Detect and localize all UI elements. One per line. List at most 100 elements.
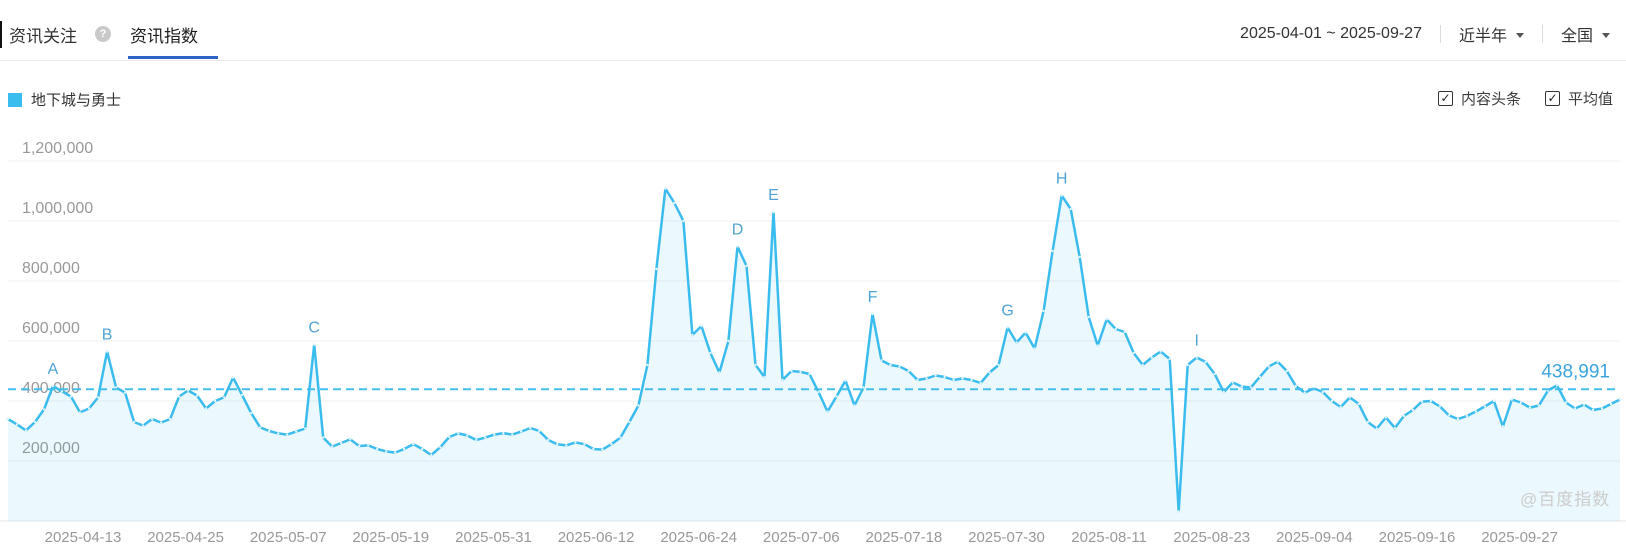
data-point	[1168, 357, 1171, 361]
data-point	[997, 363, 1000, 367]
data-point	[718, 371, 721, 374]
data-point	[6, 417, 10, 421]
period-select[interactable]: 近半年	[1459, 22, 1524, 46]
help-icon[interactable]: ?	[95, 26, 111, 42]
y-axis-tick-label: 200,000	[22, 440, 80, 457]
trend-line[interactable]	[6, 187, 1622, 513]
data-point	[412, 443, 415, 446]
data-point	[1429, 399, 1433, 403]
data-point	[691, 333, 694, 337]
checkbox-checked-icon[interactable]: ✓	[1437, 91, 1453, 106]
data-point	[736, 245, 739, 248]
data-point	[259, 426, 262, 429]
data-point	[1204, 360, 1207, 364]
x-axis-tick-label: 2025-09-04	[1276, 529, 1353, 546]
data-point	[340, 441, 343, 445]
data-point	[835, 395, 838, 398]
data-point	[1024, 331, 1027, 334]
average-label: 平均值	[1567, 91, 1613, 108]
data-point	[934, 374, 937, 377]
data-point	[871, 312, 874, 316]
data-point	[1537, 404, 1541, 407]
data-point	[1015, 341, 1018, 344]
x-axis-tick-label: 2025-05-07	[250, 529, 327, 546]
data-point	[1159, 350, 1162, 353]
news-headline-toggle[interactable]: ✓ 内容头条	[1437, 88, 1521, 109]
data-point	[1231, 381, 1235, 384]
data-point	[286, 433, 289, 436]
data-point	[556, 443, 559, 446]
period-select-value: 近半年	[1458, 28, 1507, 45]
data-point	[1150, 356, 1153, 359]
data-point	[610, 443, 613, 446]
data-point	[1078, 255, 1081, 259]
data-point	[177, 395, 181, 398]
data-point	[376, 447, 379, 451]
data-point	[547, 438, 550, 442]
x-axis-tick-label: 2025-08-11	[1071, 529, 1147, 546]
legend-item[interactable]: 地下城与勇士	[8, 89, 121, 110]
y-axis-tick-label: 1,000,000	[22, 200, 93, 217]
data-point	[1141, 363, 1144, 367]
data-point	[1600, 407, 1604, 410]
data-point	[484, 436, 487, 439]
checkbox-checked-icon[interactable]: ✓	[1544, 91, 1560, 106]
data-point	[1618, 398, 1622, 401]
x-axis-tick-label: 2025-08-23	[1173, 529, 1250, 546]
x-axis-tick-label: 2025-07-06	[763, 529, 840, 546]
data-point	[15, 423, 19, 426]
data-point	[385, 450, 388, 453]
data-point	[1006, 326, 1009, 329]
y-axis-tick-label: 800,000	[22, 260, 80, 277]
data-point	[898, 365, 901, 368]
data-point	[1375, 427, 1379, 430]
data-point	[141, 424, 145, 427]
data-point	[1267, 365, 1271, 368]
data-point	[1330, 399, 1334, 403]
data-point	[1564, 401, 1568, 404]
data-point	[1411, 408, 1415, 412]
header-controls: 2025-04-01 ~ 2025-09-27 近半年 全国	[1240, 22, 1610, 46]
region-select[interactable]: 全国	[1561, 22, 1610, 46]
date-range[interactable]: 2025-04-01 ~ 2025-09-27	[1240, 25, 1422, 42]
tab-news-index[interactable]: 资讯指数	[130, 27, 198, 46]
peak-label-G: G	[1001, 303, 1013, 320]
x-axis-tick-label: 2025-05-31	[455, 529, 532, 546]
data-point	[1195, 356, 1198, 359]
average-toggle[interactable]: ✓ 平均值	[1544, 88, 1613, 109]
data-point	[502, 431, 505, 435]
data-point	[1366, 420, 1370, 424]
data-point	[222, 396, 226, 399]
data-point	[466, 434, 469, 437]
data-point	[295, 430, 298, 433]
data-point	[1465, 414, 1469, 418]
data-point	[943, 375, 946, 379]
data-point	[601, 448, 604, 451]
data-point	[1420, 400, 1424, 403]
data-point	[150, 417, 154, 421]
separator	[1439, 25, 1441, 43]
tab-news-attention[interactable]: 资讯关注	[9, 27, 77, 46]
data-point	[1501, 425, 1505, 428]
data-point	[907, 369, 910, 373]
data-point	[358, 444, 361, 448]
region-select-value: 全国	[1560, 28, 1593, 45]
data-point	[268, 429, 271, 433]
x-axis-tick-label: 2025-05-19	[352, 529, 429, 546]
data-point	[367, 444, 370, 447]
data-point	[1573, 407, 1577, 410]
data-point	[1582, 403, 1586, 406]
separator	[1541, 25, 1543, 43]
data-point	[529, 426, 532, 430]
data-point	[1105, 318, 1108, 321]
data-point	[123, 391, 127, 394]
data-point	[952, 378, 955, 382]
data-point	[1276, 360, 1280, 363]
data-point	[1249, 386, 1253, 389]
data-point	[403, 447, 406, 451]
data-point	[637, 404, 640, 407]
data-point	[51, 384, 55, 388]
data-point	[1348, 396, 1352, 399]
data-point	[1303, 391, 1307, 394]
